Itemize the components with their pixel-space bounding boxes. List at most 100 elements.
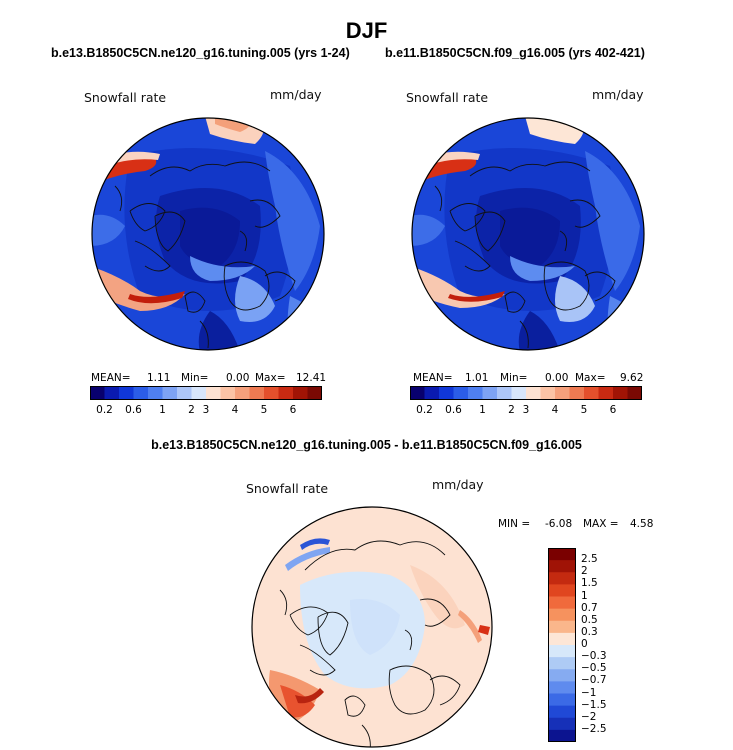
panel3-polar-map [251,506,493,748]
colorbar-swatch [220,386,236,400]
colorbar-swatch [598,386,614,400]
colorbar-tick-label: −2 [581,710,597,723]
panel3-units-label: mm/day [432,477,484,492]
colorbar-tick-label: 0.7 [581,601,598,614]
panel3-max-value: 4.58 [630,518,654,530]
colorbar-tick-label: 1 [479,404,486,416]
colorbar-tick-label: −0.5 [581,662,607,675]
colorbar-swatch [206,386,221,400]
colorbar-swatch [548,584,576,598]
colorbar-tick-label: 0.6 [125,404,142,416]
colorbar-border [90,386,322,400]
panel3-min-value: -6.08 [545,518,573,530]
panel3-colorbar [548,548,576,742]
colorbar-swatch [235,386,250,400]
colorbar-swatch [119,386,134,400]
colorbar-tick-label: 3 [522,404,530,416]
colorbar-tick-label: −2.5 [581,722,607,735]
panel1-mean-label: MEAN= [91,372,131,384]
colorbar-swatch [548,632,576,646]
colorbar-tick-label: 5 [580,404,588,416]
panel3-colorbar-labels: 2.5 2 1.5 1 0.7 0.5 0.3 0 −0.3 −0.5 −0.7 −1 −1.5 −2 −2… [581,548,621,742]
colorbar-border [410,386,642,400]
colorbar-tick-label: 3 [202,404,210,416]
colorbar-tick-label: 2.5 [581,553,598,566]
colorbar-tick-label: 0.5 [581,613,598,626]
panel1-variable-label: Snowfall rate [84,90,167,105]
colorbar-swatch [548,705,576,719]
colorbar-tick-label: 2 [581,565,588,578]
colorbar-swatch [540,386,556,400]
colorbar-tick-label: 6 [289,404,297,416]
colorbar-border [548,548,576,742]
colorbar-swatch [548,620,576,634]
colorbar-tick-label: 0.6 [445,404,462,416]
colorbar-swatch [548,560,576,573]
panel1-mean-value: 1.11 [147,372,171,384]
colorbar-swatch [569,386,585,400]
colorbar-tick-label: −0.3 [581,650,607,663]
colorbar-tick-label: −0.7 [581,674,607,687]
colorbar-tick-label: 4 [551,404,559,416]
panel1-max-label: Max= [255,372,286,384]
colorbar-swatch [511,386,527,400]
colorbar-swatch [548,572,576,585]
colorbar-tick-label: 2 [508,404,515,416]
colorbar-swatch [548,681,576,695]
panel2-title: b.e11.B1850C5CN.f09_g16.005 (yrs 402-421… [385,46,645,60]
colorbar-swatch [148,386,163,400]
colorbar-swatch [191,386,207,400]
colorbar-swatch [162,386,178,400]
panel2-max-value: 9.62 [620,372,644,384]
colorbar-tick-label: 0.2 [96,404,113,416]
panel3-min-label: MIN = [498,518,531,530]
colorbar-swatch [497,386,512,400]
colorbar-tick-label: 5 [260,404,268,416]
colorbar-swatch [548,717,576,731]
colorbar-tick-label: 1 [159,404,166,416]
panel1-title: b.e13.B1850C5CN.ne120_g16.tuning.005 (yr… [51,46,350,60]
panel2-min-value: 0.00 [545,372,569,384]
colorbar-tick-label: 4 [231,404,239,416]
panel1-units-label: mm/day [270,87,322,102]
colorbar-swatch [249,386,265,400]
colorbar-swatch [482,386,498,400]
panel2-colorbar [410,386,642,400]
colorbar-tick-label: −1 [581,686,597,699]
colorbar-swatch [548,548,576,561]
colorbar-swatch [526,386,541,400]
colorbar-swatch [548,693,576,707]
colorbar-swatch [627,386,642,400]
colorbar-swatch [307,386,322,400]
colorbar-tick-label: 0.2 [416,404,433,416]
colorbar-swatch [424,386,440,400]
colorbar-swatch [584,386,599,400]
panel2-mean-label: MEAN= [413,372,453,384]
colorbar-swatch [555,386,570,400]
colorbar-swatch [90,386,105,400]
panel1-min-value: 0.00 [226,372,250,384]
panel2-colorbar-labels: 0.2 0.6 1 2 3 4 5 6 [410,404,642,418]
colorbar-tick-label: −1.5 [581,698,607,711]
panel2-variable-label: Snowfall rate [406,90,489,105]
colorbar-swatch [133,386,149,400]
panel3-max-label: MAX = [583,518,619,530]
panel1-max-value: 12.41 [296,372,327,384]
colorbar-swatch [264,386,279,400]
colorbar-tick-label: 6 [609,404,617,416]
panel2-units-label: mm/day [592,87,644,102]
colorbar-swatch [613,386,628,400]
colorbar-swatch [439,386,454,400]
colorbar-swatch [293,386,308,400]
colorbar-swatch [548,729,576,742]
figure-title: DJF [345,18,388,43]
colorbar-swatch [548,596,576,610]
colorbar-swatch [278,386,294,400]
colorbar-swatch [548,669,576,682]
panel1-colorbar [90,386,322,400]
colorbar-swatch [104,386,120,400]
panel2-max-label: Max= [575,372,606,384]
colorbar-swatch [548,645,576,658]
panel1-polar-map [91,117,325,351]
panel2-min-label: Min= [500,372,528,384]
